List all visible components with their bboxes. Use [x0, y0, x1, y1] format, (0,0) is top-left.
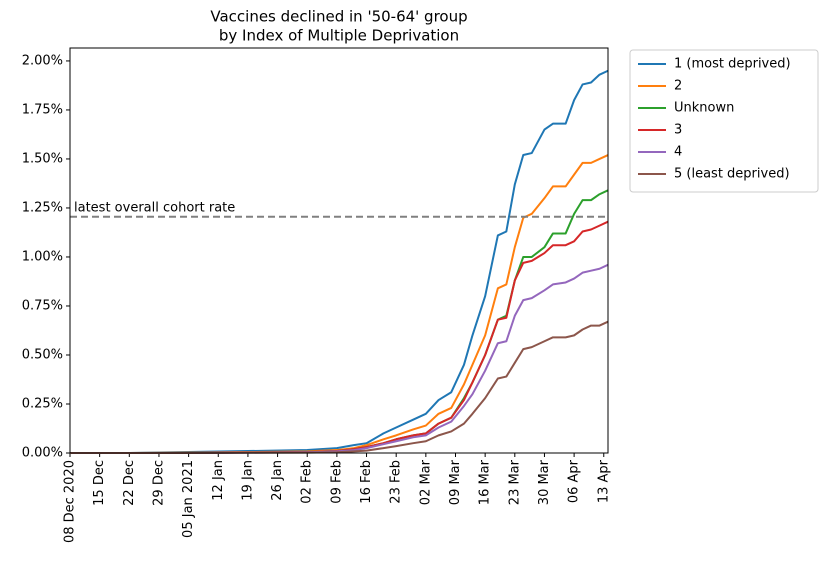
series-line [70, 69, 609, 454]
y-tick-label: 0.50% [22, 347, 63, 362]
y-tick-label: 0.00% [22, 446, 63, 461]
x-tick-label: 29 Dec [151, 460, 166, 506]
series-line [70, 263, 609, 454]
x-tick-label: 08 Dec 2020 [63, 460, 78, 543]
y-tick-label: 1.75% [22, 102, 63, 117]
y-tick-label: 1.50% [22, 151, 63, 166]
x-tick-label: 16 Mar [478, 459, 493, 505]
x-tick-label: 09 Mar [448, 459, 463, 505]
x-tick-label: 19 Jan [240, 460, 255, 501]
x-tick-label: 30 Mar [537, 459, 552, 505]
y-tick-label: 1.00% [22, 249, 63, 264]
x-tick-label: 12 Jan [211, 460, 226, 501]
legend-label: 1 (most deprived) [674, 57, 791, 72]
x-tick-label: 23 Feb [389, 460, 404, 504]
legend-label: 5 (least deprived) [674, 167, 790, 182]
x-tick-label: 16 Feb [359, 460, 374, 504]
x-tick-label: 06 Apr [567, 459, 582, 503]
legend-label: 2 [674, 79, 682, 94]
legend-box [629, 49, 819, 193]
series-line [70, 189, 609, 454]
y-tick-label: 2.00% [22, 53, 63, 68]
legend-label: Unknown [674, 101, 734, 116]
chart-title: Vaccines declined in '50-64' group [210, 8, 467, 26]
reference-label: latest overall cohort rate [74, 200, 235, 215]
x-tick-label: 13 Apr [596, 459, 611, 503]
x-tick-label: 23 Mar [507, 459, 522, 505]
x-tick-label: 02 Feb [300, 460, 315, 504]
x-tick-label: 02 Mar [418, 459, 433, 505]
x-tick-label: 26 Jan [270, 460, 285, 501]
x-tick-label: 22 Dec [122, 460, 137, 506]
y-tick-label: 0.75% [22, 298, 63, 313]
x-tick-label: 15 Dec [92, 460, 107, 506]
y-tick-label: 0.25% [22, 396, 63, 411]
y-tick-label: 1.25% [22, 200, 63, 215]
legend-label: 4 [674, 145, 682, 160]
x-tick-label: 09 Feb [329, 460, 344, 504]
series-line [70, 320, 609, 454]
x-tick-label: 05 Jan 2021 [181, 460, 196, 538]
chart-subtitle: by Index of Multiple Deprivation [219, 27, 459, 45]
legend-label: 3 [674, 123, 682, 138]
plot-frame [69, 47, 609, 454]
